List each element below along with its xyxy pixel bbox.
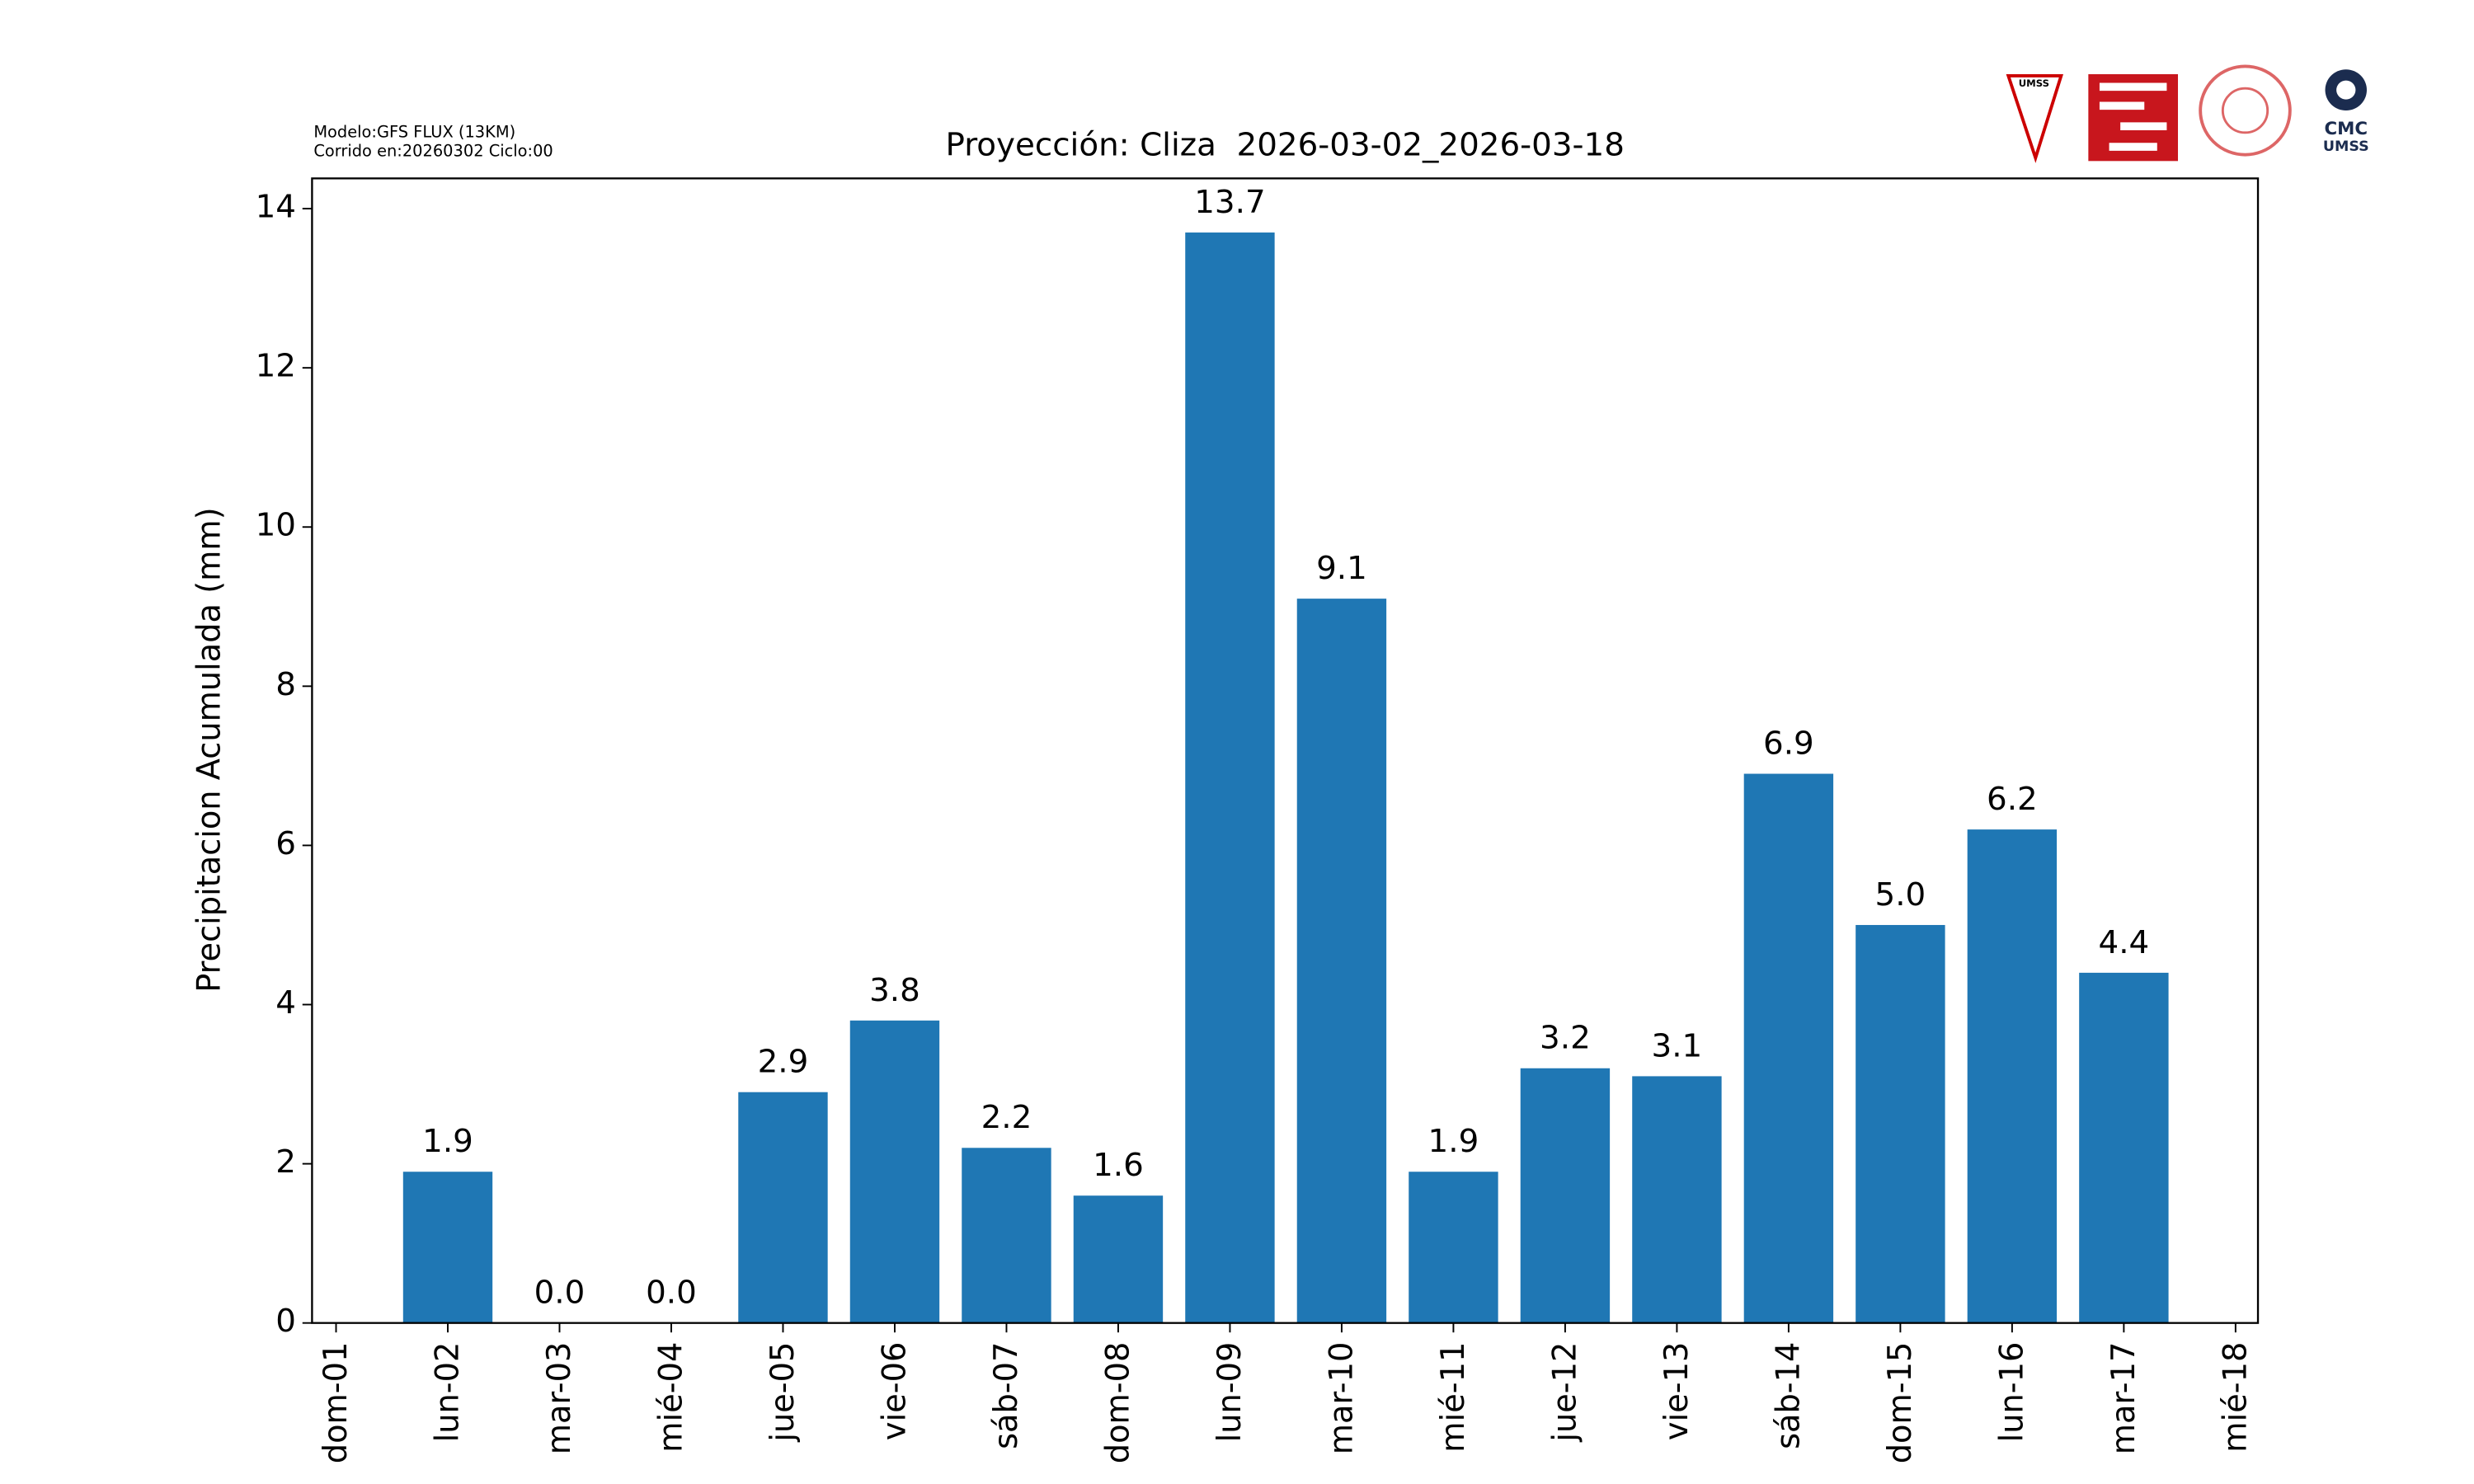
bar xyxy=(1743,773,1834,1323)
x-tick-label: jue-12 xyxy=(1546,1342,1583,1443)
y-tick-label: 14 xyxy=(256,189,296,226)
x-tick-label: dom-15 xyxy=(1882,1342,1919,1464)
data-label: 1.9 xyxy=(1428,1123,1479,1160)
x-tick-label: mié-04 xyxy=(652,1342,689,1453)
bar xyxy=(1856,924,1945,1323)
x-tick-label: mar-10 xyxy=(1323,1342,1360,1455)
data-label: 6.2 xyxy=(1987,781,2038,818)
bar xyxy=(1520,1068,1611,1323)
bar xyxy=(962,1148,1051,1323)
model-note: Modelo:GFS FLUX (13KM) xyxy=(313,122,515,141)
data-label: 2.2 xyxy=(981,1099,1032,1136)
data-label: 4.4 xyxy=(2099,924,2150,961)
x-tick-label: sáb-14 xyxy=(1770,1342,1807,1449)
data-label: 0.0 xyxy=(646,1275,697,1312)
model-note: Corrido en:20260302 Ciclo:00 xyxy=(313,141,553,160)
bar xyxy=(2079,972,2169,1323)
x-tick-label: vie-13 xyxy=(1658,1342,1696,1440)
x-tick-label: mié-11 xyxy=(1435,1342,1472,1453)
x-tick-label: jue-05 xyxy=(764,1342,802,1443)
y-tick-label: 8 xyxy=(275,666,296,703)
data-label: 3.2 xyxy=(1540,1020,1591,1057)
x-tick-label: vie-06 xyxy=(876,1342,913,1440)
y-axis-label: Precipitacion Acumulada (mm) xyxy=(190,507,228,992)
x-tick-label: mié-18 xyxy=(2217,1342,2254,1453)
y-tick-label: 6 xyxy=(275,825,296,862)
y-tick-label: 0 xyxy=(275,1303,296,1340)
x-tick-label: lun-16 xyxy=(1993,1342,2030,1443)
y-tick-label: 2 xyxy=(275,1144,296,1181)
x-tick-label: sáb-07 xyxy=(988,1342,1025,1449)
data-label: 5.0 xyxy=(1875,876,1926,913)
y-tick-label: 12 xyxy=(256,348,296,385)
x-tick-label: dom-01 xyxy=(317,1342,355,1464)
logo-cmc-inner xyxy=(2336,80,2356,100)
bar xyxy=(849,1020,940,1323)
data-label: 9.1 xyxy=(1316,550,1367,587)
x-tick-label: dom-08 xyxy=(1099,1342,1136,1464)
data-label: 2.9 xyxy=(758,1044,809,1081)
data-label: 3.8 xyxy=(869,972,920,1009)
logo-text: CMC xyxy=(2324,118,2368,139)
x-tick-label: lun-09 xyxy=(1211,1342,1249,1443)
data-label: 13.7 xyxy=(1194,184,1265,221)
bar xyxy=(1967,829,2058,1323)
logo-text: UMSS xyxy=(2323,139,2369,155)
logos: UMSS CMC UMSS xyxy=(2006,64,2369,163)
logo-shield xyxy=(2006,74,2063,163)
x-tick-label: mar-03 xyxy=(541,1342,578,1455)
data-label: 0.0 xyxy=(534,1275,586,1312)
x-tick-label: lun-02 xyxy=(429,1342,466,1443)
data-label: 6.9 xyxy=(1763,726,1814,763)
bar xyxy=(1185,232,1275,1323)
logo-fcyt-lines xyxy=(2099,82,2167,151)
chart-title: Proyección: Cliza 2026-03-02_2026-03-18 xyxy=(945,127,1624,164)
bar xyxy=(1073,1195,1164,1323)
data-label: 1.6 xyxy=(1093,1147,1144,1184)
data-label: 3.1 xyxy=(1652,1028,1703,1065)
bar xyxy=(1296,599,1387,1323)
bar xyxy=(1409,1172,1498,1323)
logo-text: UMSS xyxy=(2019,77,2049,89)
bar xyxy=(402,1172,493,1323)
logo-seal xyxy=(2199,64,2292,157)
plot-frame xyxy=(311,177,2260,1324)
data-label: 1.9 xyxy=(422,1123,473,1160)
bar xyxy=(738,1092,828,1323)
y-tick-label: 10 xyxy=(256,507,296,544)
x-tick-label: mar-17 xyxy=(2105,1342,2142,1455)
bar xyxy=(1632,1076,1722,1323)
y-tick-label: 4 xyxy=(275,984,296,1021)
logo-seal-inner xyxy=(2221,87,2269,134)
